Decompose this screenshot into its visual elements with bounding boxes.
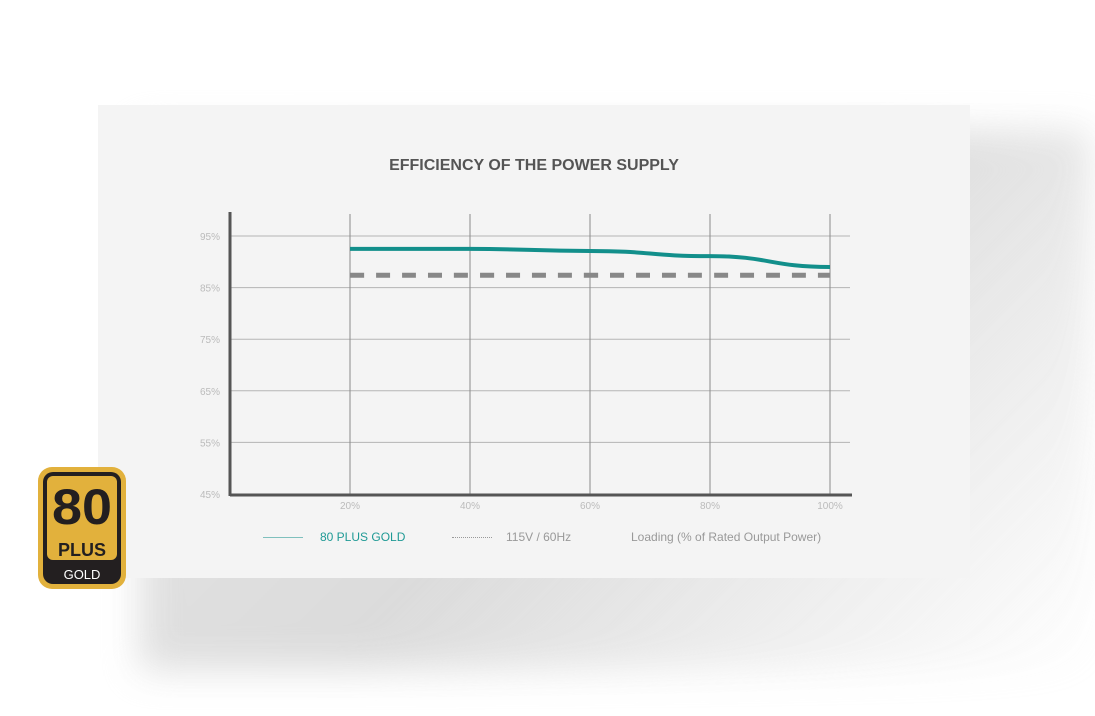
legend-item-gold: 80 PLUS GOLD bbox=[263, 530, 405, 544]
badge-80: 80 bbox=[52, 479, 112, 535]
legend-label-gold: 80 PLUS GOLD bbox=[320, 530, 406, 544]
chart-title: EFFICIENCY OF THE POWER SUPPLY bbox=[389, 157, 679, 174]
x-tick-label: 60% bbox=[580, 501, 600, 512]
y-tick-label: 45% bbox=[200, 490, 220, 501]
legend-dashed-swatch bbox=[452, 536, 492, 538]
x-axis-label: Loading (% of Rated Output Power) bbox=[631, 530, 822, 544]
80-plus-gold-badge: 80 PLUS GOLD bbox=[37, 466, 127, 590]
badge-plus: PLUS bbox=[58, 540, 106, 560]
chart-card: EFFICIENCY OF THE POWER SUPPLY 45% 55% 65%… bbox=[98, 105, 970, 578]
legend-label-115v: 115V / 60Hz bbox=[506, 530, 572, 544]
x-tick-label: 20% bbox=[340, 501, 360, 512]
legend-solid-swatch bbox=[263, 536, 303, 538]
y-tick-label: 65% bbox=[200, 387, 220, 398]
efficiency-chart: 45% 55% 65% 75% 85% 95% 20% 40% 60% 80% 100% bbox=[200, 212, 852, 512]
y-tick-label: 55% bbox=[200, 438, 220, 449]
badge-gold: GOLD bbox=[64, 567, 101, 582]
x-tick-label: 100% bbox=[817, 501, 843, 512]
x-tick-label: 40% bbox=[460, 501, 480, 512]
y-tick-label: 75% bbox=[200, 335, 220, 346]
y-tick-label: 95% bbox=[200, 232, 220, 243]
x-tick-label: 80% bbox=[700, 501, 720, 512]
y-tick-label: 85% bbox=[200, 284, 220, 295]
series-line-80-plus-gold bbox=[350, 246, 831, 269]
legend-item-115v: 115V / 60Hz bbox=[452, 530, 571, 544]
